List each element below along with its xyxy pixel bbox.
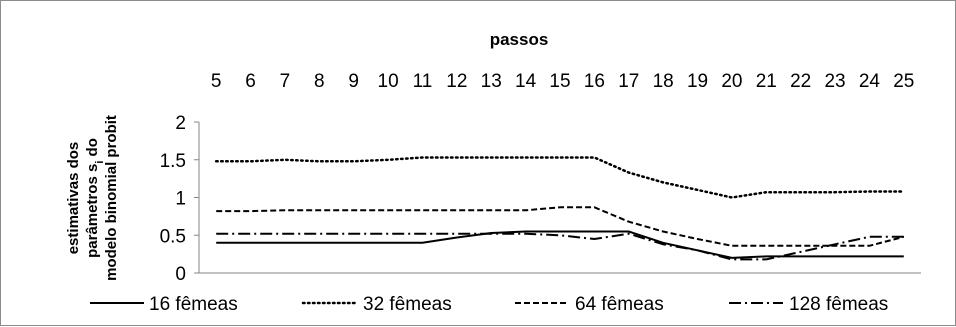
- y-axis-title: estimativas dos parâmetros si do modelo …: [65, 115, 120, 281]
- x-tick-label: 7: [280, 71, 291, 92]
- y-axis-title-line-2-end: do: [84, 138, 101, 161]
- legend-item-64-femeas: 64 fêmeas: [515, 294, 664, 315]
- y-axis-title-line-2-main: parâmetros s: [84, 164, 101, 258]
- legend: 16 fêmeas 32 fêmeas 64 fêmeas 128 fêmeas: [90, 294, 888, 315]
- x-tick-label: 6: [245, 71, 256, 92]
- x-tick-label: 12: [446, 71, 467, 92]
- x-tick-label: 23: [824, 71, 845, 92]
- y-tick-label: 2: [175, 113, 186, 134]
- y-tick-label: 0.5: [160, 226, 186, 247]
- x-tick-label: 11: [413, 71, 433, 92]
- series-line-2: [214, 156, 906, 199]
- legend-label-32-femeas: 32 fêmeas: [363, 294, 452, 315]
- x-tick-labels: 5 6 7 8 9 10 11 12 13 14 15 16 17 18 19 20 21 22 23 24 25: [211, 71, 914, 92]
- x-tick-label: 9: [348, 71, 359, 92]
- y-tick-label: 1.5: [160, 151, 186, 172]
- x-tick-label: 19: [687, 71, 708, 92]
- legend-label-16-femeas: 16 fêmeas: [149, 294, 238, 315]
- x-tick-label: 24: [859, 71, 881, 92]
- y-axis-title-line-2: parâmetros si do: [84, 138, 106, 258]
- x-tick-label: 17: [618, 71, 639, 92]
- series-line-3: [216, 206, 905, 247]
- x-tick-label: 15: [549, 71, 570, 92]
- y-tick-label: 0: [175, 264, 186, 285]
- x-tick-label: 16: [584, 71, 605, 92]
- x-tick-label: 22: [790, 71, 811, 92]
- y-tick-marks: [194, 121, 199, 274]
- x-axis-title: passos: [490, 30, 549, 49]
- x-tick-label: 18: [653, 71, 674, 92]
- x-tick-label: 20: [721, 71, 742, 92]
- series-line-4: [216, 232, 904, 261]
- legend-item-32-femeas: 32 fêmeas: [301, 294, 452, 315]
- series-layer: [214, 156, 906, 261]
- x-tick-label: 5: [211, 71, 222, 92]
- legend-item-128-femeas: 128 fêmeas: [729, 294, 888, 315]
- x-tick-label: 13: [481, 71, 502, 92]
- y-axis-title-line-3: modelo binomial probit: [103, 115, 120, 281]
- legend-label-64-femeas: 64 fêmeas: [575, 294, 664, 315]
- series-line-1: [216, 230, 904, 259]
- y-axis-title-subscript: i: [94, 161, 106, 164]
- y-tick-label: 1: [175, 189, 186, 210]
- x-tick-label: 8: [314, 71, 325, 92]
- x-tick-label: 10: [378, 71, 399, 92]
- legend-item-16-femeas: 16 fêmeas: [90, 294, 238, 315]
- x-tick-label: 21: [756, 71, 777, 92]
- x-tick-label: 25: [893, 71, 914, 92]
- y-axis-title-line-1: estimativas dos: [65, 142, 82, 255]
- x-tick-label: 14: [515, 71, 537, 92]
- y-tick-labels: 0 0.5 1 1.5 2: [160, 113, 186, 285]
- legend-label-128-femeas: 128 fêmeas: [789, 294, 888, 315]
